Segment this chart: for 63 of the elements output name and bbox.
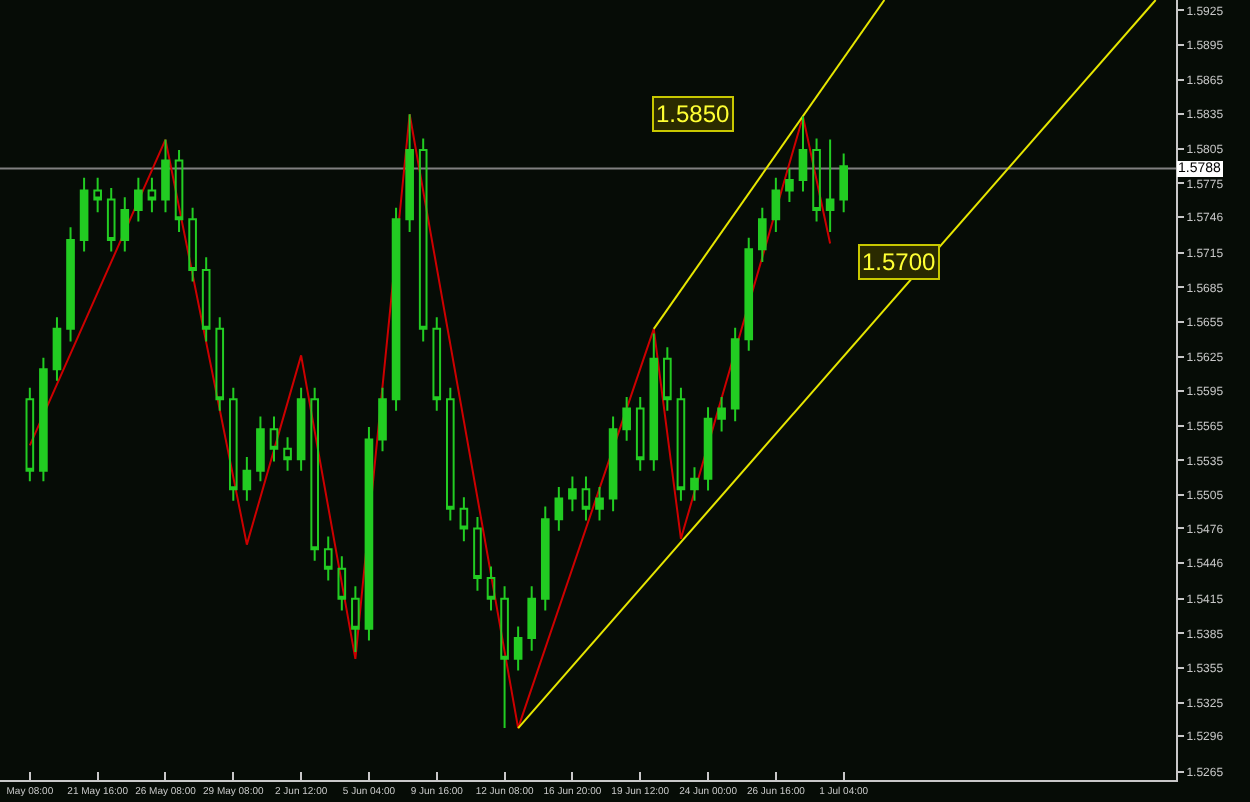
candlestick (418, 137, 428, 343)
candlestick (378, 386, 387, 453)
candlestick (161, 138, 170, 214)
candlestick (473, 515, 482, 592)
candlestick (228, 386, 238, 502)
candlestick (25, 386, 35, 483)
candlestick (500, 585, 509, 730)
candlestick (242, 455, 252, 502)
candlestick (120, 196, 130, 253)
candlestick (432, 316, 442, 412)
candlestick (215, 316, 225, 412)
candlestick (147, 176, 157, 214)
candlestick (744, 236, 754, 352)
candlestick (66, 226, 75, 343)
candlestick (595, 485, 604, 522)
candlestick (839, 152, 848, 214)
annotation: 1.5700 (862, 248, 937, 276)
candlestick (39, 356, 48, 483)
candlestick (134, 176, 143, 223)
candlestick (93, 176, 102, 214)
candlestick (527, 585, 537, 652)
candlestick (351, 585, 360, 653)
candlestick (730, 326, 740, 423)
candlestick (798, 115, 808, 193)
candlestick (364, 425, 374, 642)
candlestick (581, 475, 591, 522)
candlestick (690, 466, 699, 502)
annotation: 1.5850 (656, 100, 731, 128)
candlestick (785, 167, 794, 203)
candlestick (188, 206, 197, 283)
candlestick (201, 256, 211, 343)
candlestick (635, 395, 645, 472)
candlestick (79, 176, 89, 253)
candlestick (825, 138, 835, 233)
candlestick (771, 176, 781, 233)
candlestick (337, 555, 347, 612)
candlestick (174, 149, 184, 233)
candlestick (296, 386, 306, 472)
candlestick (608, 415, 618, 513)
candlestick (676, 386, 686, 502)
candlestick (554, 485, 564, 532)
candlestick (663, 346, 672, 412)
candlestick (757, 206, 767, 263)
candlestick (310, 386, 319, 562)
candlestick (256, 415, 265, 483)
candlestick (405, 113, 414, 233)
candlestick (391, 206, 401, 412)
candlestick (459, 496, 469, 543)
candlestick (717, 395, 726, 433)
candlestick (269, 415, 279, 463)
candlestick (568, 475, 577, 513)
candlestick (812, 137, 821, 223)
candlestick (649, 332, 659, 472)
candlestick (486, 565, 496, 612)
candlestick (283, 436, 292, 472)
candlestick (52, 316, 62, 382)
candlestick (513, 625, 523, 672)
candlestick (703, 406, 713, 492)
candlestick (323, 535, 333, 582)
candlestick (540, 505, 550, 612)
candlestick (106, 187, 116, 253)
candlestick (622, 395, 631, 442)
candlestick (446, 386, 455, 522)
